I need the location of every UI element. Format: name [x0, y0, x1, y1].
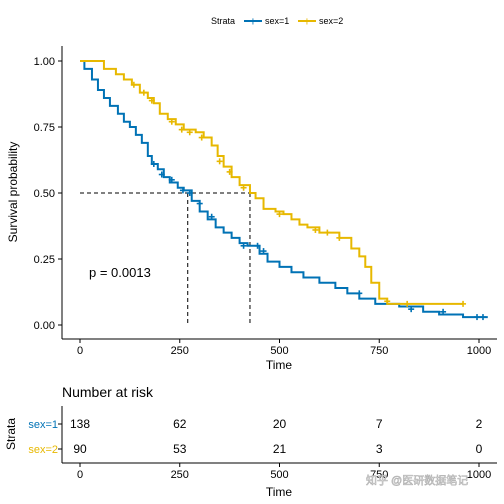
risk-count: 3: [376, 442, 383, 456]
censor-mark: [186, 129, 193, 136]
censor-mark: [198, 134, 205, 141]
risk-x-tick-label: 0: [77, 469, 83, 481]
y-ticks: 0.00 0.25 0.50 0.75 1.00: [34, 56, 62, 332]
x-tick-label: 1000: [467, 345, 491, 357]
risk-x-tick-label: 1000: [467, 469, 491, 481]
censor-mark: [356, 290, 363, 297]
y-tick-label: 0.75: [34, 122, 55, 134]
censor-mark: [226, 168, 233, 175]
risk-count: 62: [173, 417, 187, 431]
censor-mark: [168, 118, 175, 125]
legend: Strata + sex=1 + sex=2: [211, 16, 343, 28]
survival-curves: [80, 60, 488, 321]
x-axis-title: Time: [266, 358, 293, 372]
censor-mark: [140, 89, 147, 96]
risk-table-x-ticks: 0 250 500 750 1000: [77, 463, 491, 481]
x-tick-label: 0: [77, 345, 83, 357]
x-tick-label: 750: [370, 345, 388, 357]
legend-label-sex2: sex=2: [319, 16, 343, 26]
risk-count: 2: [476, 417, 483, 431]
risk-count: 53: [173, 442, 187, 456]
y-axis-title: Survival probability: [6, 142, 20, 243]
risk-x-tick-label: 500: [270, 469, 288, 481]
risk-table: Number at risk Strata Time sex=1 138 62 20 7…: [4, 384, 497, 499]
censor-mark: [196, 200, 203, 207]
x-tick-label: 250: [171, 345, 189, 357]
risk-count: 7: [376, 417, 383, 431]
p-value-annotation: p = 0.0013: [89, 265, 151, 280]
x-ticks: 0 250 500 750 1000: [77, 339, 491, 357]
risk-table-strata-title: Strata: [4, 418, 18, 450]
censor-mark: [324, 229, 331, 236]
censor-mark: [260, 248, 267, 255]
watermark: 知乎 @医研数据笔记: [366, 473, 468, 487]
censor-mark: [276, 211, 283, 218]
risk-x-tick-label: 750: [370, 469, 388, 481]
risk-table-title: Number at risk: [62, 384, 154, 400]
censor-mark: [479, 314, 486, 321]
legend-title: Strata: [211, 16, 235, 26]
risk-x-tick-label: 250: [171, 469, 189, 481]
y-tick-label: 0.00: [34, 320, 55, 332]
censor-mark: [384, 298, 391, 305]
survival-curve-sex1: [80, 60, 488, 319]
risk-count: 0: [476, 442, 483, 456]
legend-label-sex1: sex=1: [265, 16, 289, 26]
censor-mark: [158, 171, 165, 178]
censor-mark: [168, 176, 175, 183]
censor-mark: [254, 242, 261, 249]
censor-mark: [404, 300, 411, 307]
risk-row-label: sex=2: [28, 444, 58, 456]
risk-count: 138: [70, 417, 90, 431]
y-tick-label: 1.00: [34, 56, 55, 68]
censor-mark: [336, 234, 343, 241]
censor-mark: [150, 160, 157, 167]
censor-mark: [208, 213, 215, 220]
y-tick-label: 0.25: [34, 254, 55, 266]
x-tick-label: 500: [270, 345, 288, 357]
censor-mark: [179, 187, 186, 194]
censor-mark: [408, 306, 415, 313]
legend-swatch-sex1-plus: +: [249, 17, 257, 28]
censor-mark: [148, 97, 155, 104]
censor-mark: [178, 126, 185, 133]
censor-mark: [312, 226, 319, 233]
survival-curve-sex2: [80, 60, 464, 305]
median-lines: [80, 192, 251, 325]
risk-count: 21: [273, 442, 287, 456]
risk-table-x-title: Time: [266, 485, 293, 499]
legend-swatch-sex2-plus: +: [303, 17, 311, 28]
risk-count: 20: [273, 417, 287, 431]
risk-table-rows: sex=1 138 62 20 7 2 sex=2 90 53 21 3 0: [28, 417, 482, 456]
censor-mark: [440, 308, 447, 315]
censor-mark: [474, 314, 481, 321]
censor-mark: [130, 81, 137, 88]
main-plot: 0.00 0.25 0.50 0.75 1.00 0 250 500 750 1000 Surv…: [6, 46, 497, 372]
censor-mark: [186, 190, 193, 196]
censor-mark: [216, 158, 223, 165]
censor-mark: [240, 184, 247, 191]
risk-row-label: sex=1: [28, 419, 58, 431]
censor-mark: [240, 242, 247, 249]
y-tick-label: 0.50: [34, 188, 55, 200]
risk-count: 90: [73, 442, 87, 456]
censor-mark: [460, 300, 467, 307]
